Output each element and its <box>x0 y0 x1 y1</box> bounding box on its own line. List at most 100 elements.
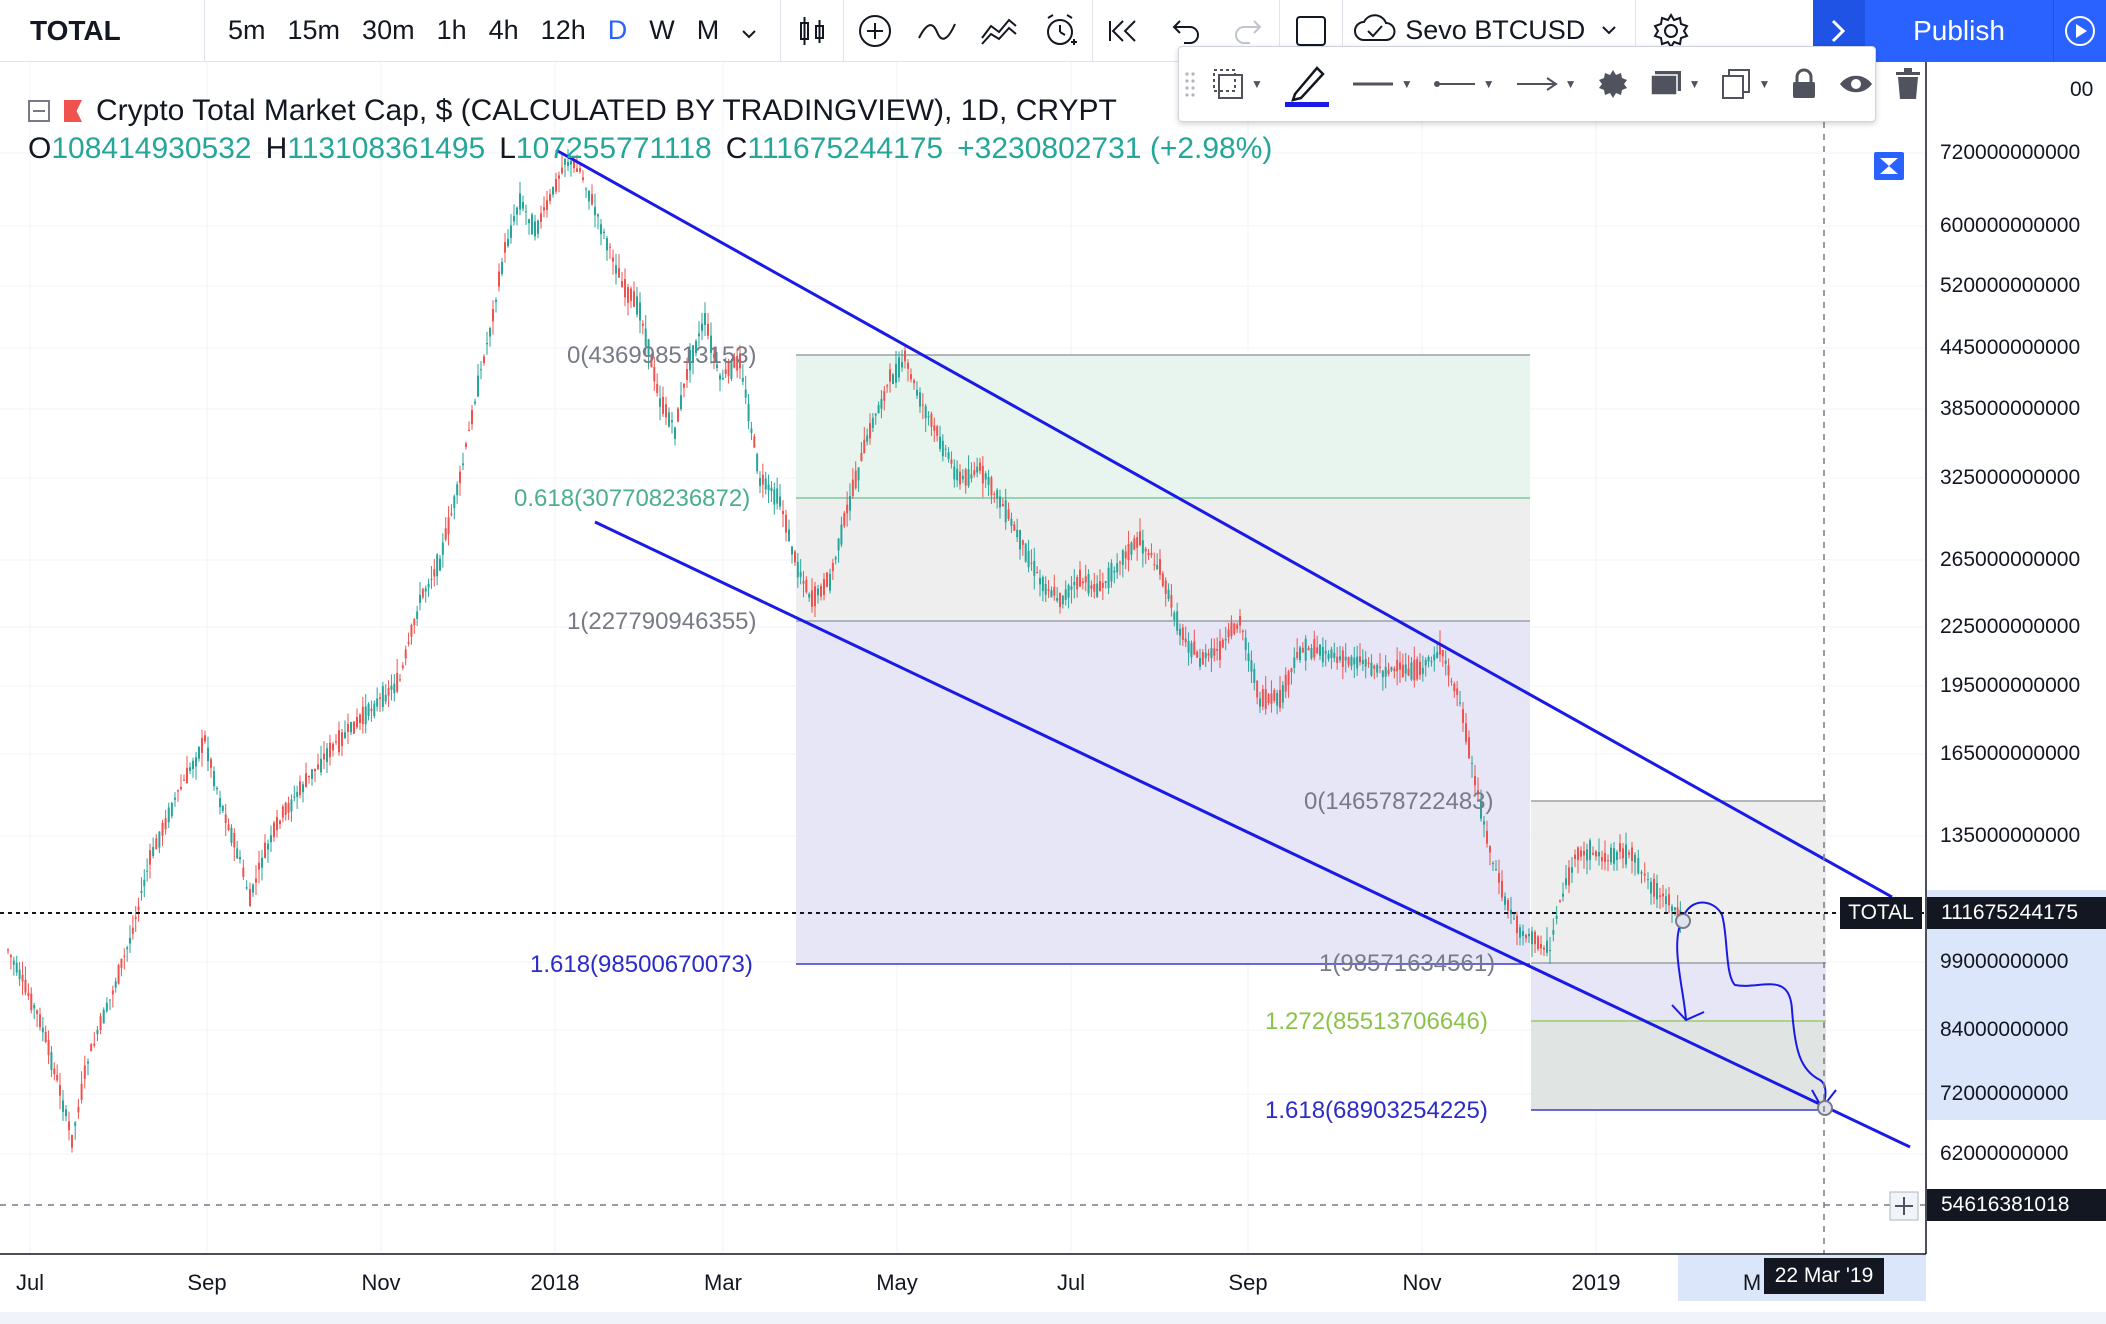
candle-body <box>1290 668 1293 673</box>
candle-body <box>555 178 557 192</box>
save-group[interactable]: Sevo BTCUSD <box>1343 0 1637 62</box>
interval-5m[interactable]: 5m <box>228 15 266 45</box>
candle-body <box>1356 656 1359 669</box>
candle-body <box>396 672 399 692</box>
candle-body <box>1659 895 1661 897</box>
candle-body <box>1568 867 1570 886</box>
interval-1h[interactable]: 1h <box>436 15 467 45</box>
candle-body <box>892 374 894 384</box>
price-tick: 520000000000 <box>1940 274 2081 297</box>
visibility-icon[interactable] <box>1828 46 1884 122</box>
candle-body <box>1253 668 1256 683</box>
candle-body <box>227 824 230 831</box>
candle-body <box>1510 909 1512 915</box>
candle-body <box>886 385 889 387</box>
candle-body <box>1036 572 1039 574</box>
candle-body <box>1393 668 1396 672</box>
candle-body <box>447 517 450 535</box>
line-style-icon[interactable]: ▼ <box>1423 46 1505 122</box>
lock-icon[interactable] <box>1780 46 1828 122</box>
candle-body <box>650 355 653 368</box>
candle-body <box>1284 674 1287 692</box>
candle-body <box>123 955 126 957</box>
drag-handle-icon[interactable] <box>1179 46 1201 122</box>
cloud-save-icon[interactable] <box>1353 13 1397 48</box>
candle-body <box>739 353 741 369</box>
candle-body <box>1379 666 1381 668</box>
candle-body <box>615 265 617 274</box>
fib-label-lower-1272: 1.272(85513706646) <box>1265 1008 1488 1035</box>
candle-body <box>576 168 578 172</box>
line-color-icon[interactable] <box>1273 46 1341 122</box>
interval-30m[interactable]: 30m <box>362 15 415 45</box>
interval-15m[interactable]: 15m <box>287 15 341 45</box>
add-indicator-icon[interactable] <box>844 0 906 62</box>
candle-body <box>1555 915 1558 919</box>
publish-button[interactable]: Publish <box>1865 0 2053 62</box>
template-icon[interactable]: ▼ <box>1201 46 1273 122</box>
candle-body <box>71 1134 73 1148</box>
candle-body <box>846 504 849 514</box>
interval-w[interactable]: W <box>649 15 675 45</box>
fib-label-upper-0618: 0.618(307708236872) <box>514 485 751 512</box>
candle-body <box>498 271 500 287</box>
alert-icon[interactable] <box>1030 0 1092 62</box>
candle-body <box>753 436 756 448</box>
compare-label[interactable]: Sevo BTCUSD <box>1405 15 1586 45</box>
candle-body <box>1067 585 1070 598</box>
candle-body <box>1053 586 1056 596</box>
candle-body <box>1474 776 1476 786</box>
candle-body <box>704 313 706 326</box>
chevron-down-icon[interactable] <box>1593 22 1625 40</box>
candle-body <box>399 679 401 681</box>
replay-icon[interactable] <box>1093 0 1155 62</box>
candle-body <box>770 487 773 492</box>
candle-body <box>242 867 245 877</box>
symbol-search[interactable]: TOTAL <box>0 0 205 62</box>
candles-icon[interactable] <box>781 0 843 62</box>
candle-body <box>907 362 909 369</box>
clone-icon[interactable]: ▼ <box>1710 46 1780 122</box>
candle-body <box>329 742 331 758</box>
interval-m[interactable]: M <box>696 15 720 45</box>
interval-d[interactable]: D <box>607 15 628 45</box>
candle-body <box>1344 656 1347 661</box>
candle-body <box>87 1061 89 1064</box>
series-name-tag: TOTAL <box>1840 897 1922 929</box>
redo-icon[interactable] <box>1217 0 1279 62</box>
interval-4h[interactable]: 4h <box>488 15 519 45</box>
play-icon[interactable] <box>2053 0 2106 62</box>
templates-icon[interactable] <box>968 0 1030 62</box>
candle-body <box>96 1029 99 1035</box>
collapse-legend-button[interactable] <box>28 100 50 122</box>
descending-channel[interactable] <box>555 148 1911 1149</box>
candle-body <box>1196 651 1199 658</box>
crosshair-plus-icon[interactable] <box>1889 1191 1919 1221</box>
candle-body <box>1347 657 1350 665</box>
chevron-down-icon[interactable] <box>730 15 768 46</box>
undo-icon[interactable] <box>1155 0 1217 62</box>
candle-body <box>647 339 650 357</box>
delete-icon[interactable] <box>1884 46 1932 122</box>
candle-body <box>1213 648 1216 656</box>
candle-body <box>936 426 939 436</box>
candle-body <box>1293 657 1296 668</box>
layout-icon[interactable] <box>1280 0 1342 62</box>
candle-body <box>869 423 871 439</box>
candle-body <box>230 827 233 843</box>
candle-body <box>1204 652 1207 659</box>
line-end-icon[interactable]: ▼ <box>1505 46 1587 122</box>
indicator-icon[interactable] <box>906 0 968 62</box>
candle-body <box>1430 661 1433 663</box>
candle-body <box>224 814 227 823</box>
interval-12h[interactable]: 12h <box>540 15 586 45</box>
candle-body <box>695 341 697 354</box>
series-legend: Crypto Total Market Cap, $ (CALCULATED B… <box>28 90 1272 172</box>
scale-toggle-icon[interactable] <box>1874 152 1904 180</box>
flag-icon[interactable] <box>64 100 82 122</box>
candle-body <box>849 496 851 511</box>
line-width-icon[interactable]: ▼ <box>1352 77 1413 91</box>
settings-icon[interactable] <box>1587 46 1639 122</box>
visual-order-icon[interactable]: ▼ <box>1639 46 1711 122</box>
